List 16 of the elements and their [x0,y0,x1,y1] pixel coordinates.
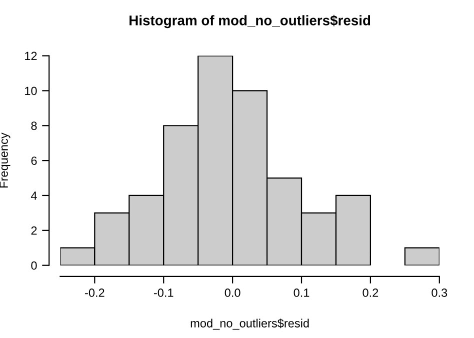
x-tick-label: -0.2 [85,288,104,297]
y-tick-label: 2 [31,226,37,235]
x-tick-label: 0.2 [362,288,378,297]
x-tick-label: -0.1 [154,288,174,297]
chart-title: Histogram of mod_no_outliers$resid [130,14,370,28]
y-tick-label: 0 [31,261,37,270]
x-tick-label: 0.3 [432,288,448,297]
x-axis-title: mod_no_outliers$resid [190,318,309,330]
x-tick-label: 0.1 [294,288,310,297]
y-tick-label: 6 [31,156,37,165]
y-axis-title: Frequency [0,132,10,188]
y-tick-label: 8 [31,122,37,130]
y-tick-label: 10 [25,86,37,96]
x-tick-label: 0.0 [224,288,240,297]
y-tick-label: 4 [30,192,37,200]
y-tick-label: 12 [25,52,37,60]
